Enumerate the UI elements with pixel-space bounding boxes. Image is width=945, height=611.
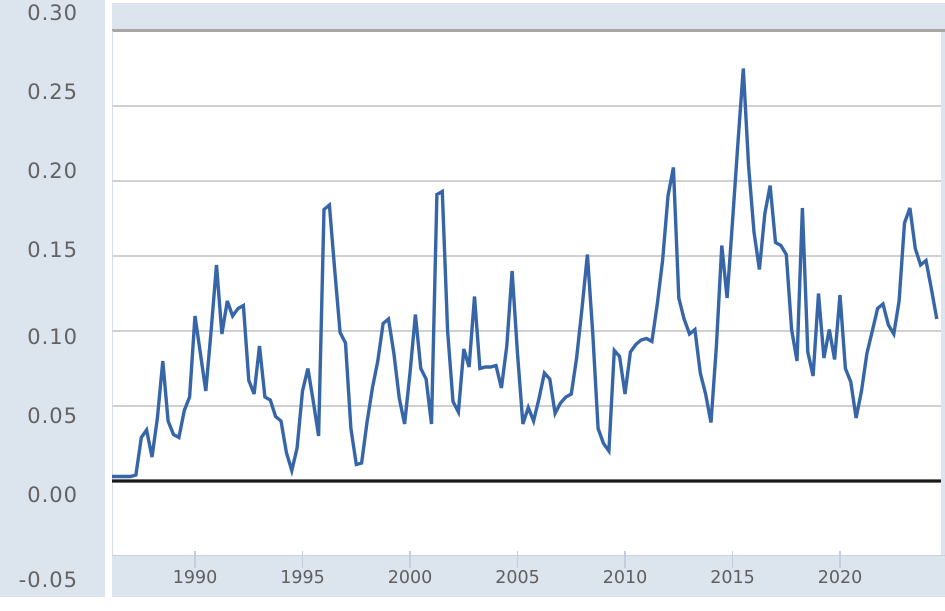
x-tickmark-2005 (516, 551, 519, 568)
x-tick-label-2020: 2020 (817, 568, 863, 588)
x-tick-label-2015: 2015 (710, 568, 755, 588)
x-tick-label-2005: 2005 (495, 568, 540, 588)
plot-area (112, 31, 941, 555)
data-series-line (112, 68, 939, 479)
y-tick-label--0.05: -0.05 (18, 568, 78, 592)
x-tickmark-2015 (731, 551, 734, 568)
plot-top-border (112, 29, 945, 32)
y-tick-label-0.15: 0.15 (27, 238, 78, 262)
x-tick-label-1990: 1990 (172, 568, 218, 588)
y-tick-label-0.25: 0.25 (27, 80, 78, 104)
x-tickmark-2010 (624, 551, 626, 568)
x-tick-label-2010: 2010 (602, 568, 648, 588)
y-tick-label-0.05: 0.05 (27, 404, 78, 428)
gridline-0.15 (112, 255, 941, 257)
gridline-0.25 (112, 105, 941, 107)
y-tick-label-0.30: 0.30 (27, 1, 78, 25)
plot-left-edge (112, 31, 113, 555)
x-tickmark-1990 (194, 551, 196, 568)
x-tickmark-2000 (409, 551, 411, 568)
y-tick-label-0.00: 0.00 (27, 483, 78, 507)
x-tickmark-2020 (839, 551, 841, 568)
y-tick-label-0.20: 0.20 (27, 159, 78, 183)
y-tick-label-0.10: 0.10 (27, 325, 78, 349)
x-axis-band (112, 555, 945, 597)
x-tick-label-2000: 2000 (387, 568, 433, 588)
gridline-0.05 (112, 405, 941, 407)
gridline-0.10 (112, 330, 941, 332)
x-tick-label-1995: 1995 (280, 568, 325, 588)
y-axis-band (0, 0, 105, 597)
gridline-0.20 (112, 180, 941, 182)
x-tickmark-1995 (301, 551, 304, 568)
